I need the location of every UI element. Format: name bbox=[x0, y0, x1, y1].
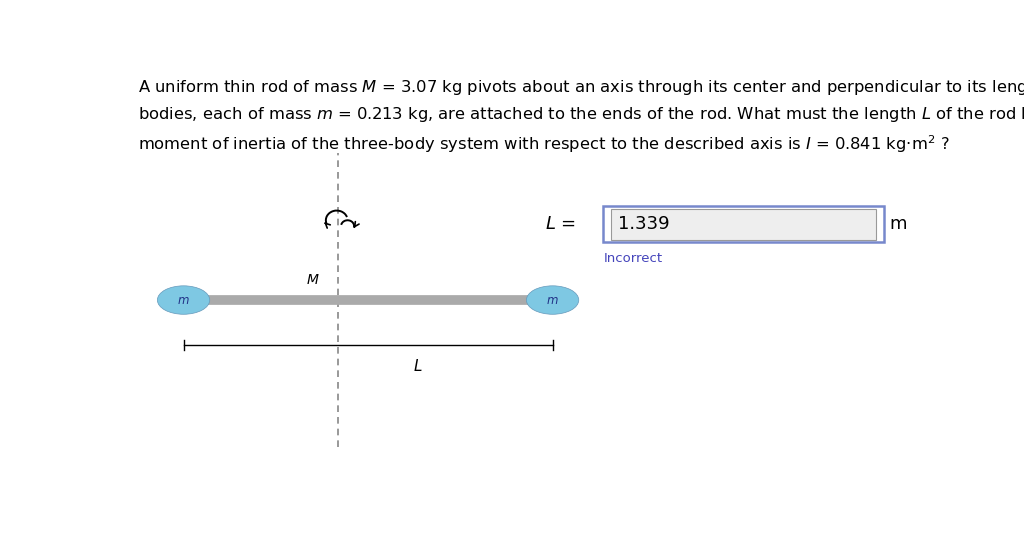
Text: $L$ =: $L$ = bbox=[546, 215, 577, 233]
Text: A uniform thin rod of mass $M$ = 3.07 kg pivots about an axis through its center: A uniform thin rod of mass $M$ = 3.07 kg… bbox=[137, 78, 1024, 155]
Text: $m$: $m$ bbox=[177, 293, 189, 306]
Text: $L$: $L$ bbox=[413, 358, 423, 374]
Text: m: m bbox=[890, 215, 907, 233]
Text: Incorrect: Incorrect bbox=[604, 252, 664, 265]
FancyBboxPatch shape bbox=[602, 207, 885, 242]
Text: $M$: $M$ bbox=[306, 273, 321, 287]
Text: $m$: $m$ bbox=[546, 293, 559, 306]
Circle shape bbox=[158, 286, 210, 314]
Text: 1.339: 1.339 bbox=[618, 215, 670, 233]
FancyBboxPatch shape bbox=[610, 209, 877, 240]
Circle shape bbox=[526, 286, 579, 314]
